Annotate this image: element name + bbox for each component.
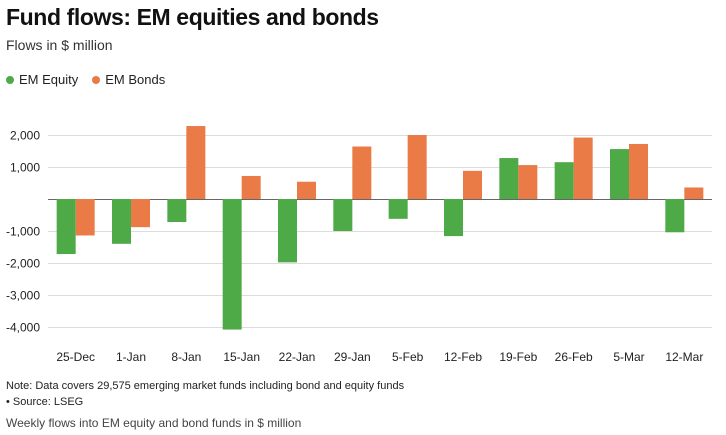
x-tick-label: 22-Jan [279, 350, 316, 364]
bar-em-bonds-29-jan [352, 146, 372, 199]
bar-em-equity-15-jan [222, 199, 242, 330]
x-tick-label: 25-Dec [56, 350, 95, 364]
y-tick-label: -4,000 [6, 321, 40, 335]
x-tick-label: 5-Mar [613, 350, 644, 364]
bar-em-bonds-19-feb [518, 165, 538, 199]
y-tick-label: 2,000 [10, 129, 40, 143]
x-tick-label: 8-Jan [171, 350, 201, 364]
y-tick-label: 1,000 [10, 161, 40, 175]
legend-item-em-bonds: EM Bonds [92, 72, 165, 87]
bar-em-bonds-25-dec [75, 199, 95, 236]
bar-em-equity-8-jan [167, 199, 187, 223]
chart-title: Fund flows: EM equities and bonds [6, 4, 379, 30]
bar-em-bonds-5-mar [629, 143, 648, 199]
legend-item-em-equity: EM Equity [6, 72, 78, 87]
x-tick-label: 26-Feb [555, 350, 593, 364]
bar-em-equity-22-jan [278, 199, 297, 263]
chart-subtitle: Flows in $ million [6, 37, 113, 53]
y-tick-label: -1,000 [6, 225, 40, 239]
y-tick-label: -2,000 [6, 257, 40, 271]
bar-em-equity-12-feb [444, 199, 463, 237]
x-tick-label: 15-Jan [223, 350, 260, 364]
legend: EM Equity EM Bonds [6, 72, 179, 87]
bar-em-equity-5-feb [388, 199, 408, 219]
x-tick-label: 29-Jan [334, 350, 371, 364]
bar-em-equity-5-mar [610, 149, 629, 199]
bar-em-equity-26-feb [554, 162, 574, 199]
bar-em-equity-19-feb [499, 158, 519, 199]
bar-em-bonds-1-jan [131, 199, 150, 228]
bar-em-equity-25-dec [56, 199, 76, 255]
bar-em-bonds-22-jan [297, 181, 316, 199]
bar-em-bonds-26-feb [573, 137, 593, 199]
chart-source: • Source: LSEG [6, 396, 84, 408]
legend-label-em-bonds: EM Bonds [105, 72, 166, 87]
bar-em-bonds-15-jan [241, 175, 261, 199]
y-tick-label: -3,000 [6, 289, 40, 303]
bar-em-equity-1-jan [112, 199, 131, 244]
bar-em-equity-12-mar [665, 199, 685, 233]
x-tick-label: 12-Mar [665, 350, 703, 364]
bar-em-equity-29-jan [333, 199, 353, 231]
legend-swatch-em-equity [6, 75, 14, 84]
bar-em-bonds-12-feb [463, 170, 482, 199]
legend-label-em-equity: EM Equity [19, 72, 79, 87]
legend-swatch-em-bonds [92, 75, 101, 84]
bar-em-bonds-8-jan [186, 126, 206, 199]
x-tick-label: 1-Jan [116, 350, 146, 364]
bar-em-bonds-12-mar [684, 187, 704, 199]
x-tick-label: 12-Feb [444, 350, 482, 364]
chart-caption: Weekly flows into EM equity and bond fun… [6, 416, 302, 430]
x-tick-label: 5-Feb [392, 350, 424, 364]
bar-em-bonds-5-feb [407, 135, 427, 199]
chart-note: Note: Data covers 29,575 emerging market… [6, 380, 405, 392]
x-tick-label: 19-Feb [499, 350, 537, 364]
